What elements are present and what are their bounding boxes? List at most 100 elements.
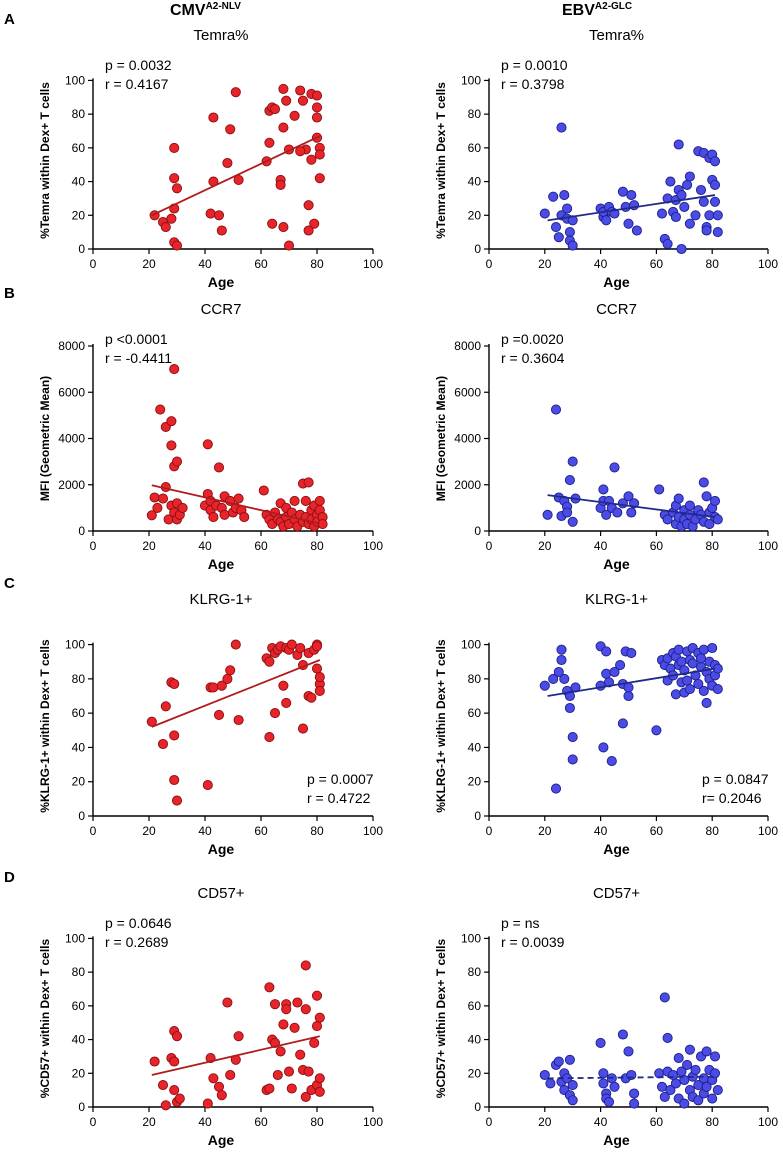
x-tick-label: 80: [310, 824, 324, 838]
y-tick-label: 20: [468, 208, 482, 222]
data-point: [169, 678, 180, 690]
plot-title: KLRG-1+: [190, 591, 253, 608]
y-tick-label: 60: [468, 141, 482, 155]
data-point: [169, 1056, 180, 1067]
data-point: [303, 477, 314, 488]
y-tick-label: 0: [474, 524, 481, 538]
data-point: [709, 495, 721, 506]
panel-letter: D: [4, 869, 15, 886]
y-tick-label: 60: [72, 141, 86, 155]
data-point: [670, 689, 681, 700]
y-tick-label: 20: [72, 775, 86, 789]
data-point: [682, 675, 693, 686]
plot-title: Temra%: [193, 27, 248, 44]
data-point: [603, 1096, 615, 1107]
data-point: [225, 1069, 236, 1081]
data-point: [169, 364, 180, 375]
column-header-ebv-main: EBV: [562, 2, 595, 19]
data-point: [601, 646, 612, 657]
data-point: [704, 210, 715, 221]
data-point: [283, 1066, 295, 1077]
data-point: [709, 179, 721, 190]
data-point: [690, 1064, 701, 1075]
data-point: [202, 780, 213, 791]
r-value-label: r= 0.2046: [702, 790, 762, 806]
data-point: [712, 227, 723, 238]
x-tick-label: 0: [486, 257, 493, 271]
y-tick-label: 80: [468, 965, 482, 979]
data-point: [550, 404, 562, 415]
regression-line: [151, 659, 321, 728]
column-header-cmv-main: CMV: [170, 2, 206, 19]
data-point: [295, 85, 306, 96]
data-point: [626, 507, 637, 518]
x-axis-label: Age: [603, 556, 630, 572]
data-point: [295, 146, 306, 157]
data-point: [567, 754, 578, 765]
y-axis-label: %CD57+ within Dex+ T cells: [434, 938, 448, 1098]
data-point: [693, 1095, 704, 1106]
data-point: [157, 738, 169, 750]
data-point: [269, 708, 281, 719]
data-point: [233, 493, 244, 504]
y-tick-label: 20: [72, 208, 86, 222]
p-value-label: p <0.0001: [105, 331, 168, 347]
data-point: [626, 190, 637, 201]
data-point: [539, 208, 550, 219]
y-tick-label: 40: [72, 175, 86, 189]
data-point: [556, 644, 567, 655]
data-point: [208, 112, 219, 123]
y-tick-label: 60: [72, 999, 86, 1013]
y-tick-label: 6000: [454, 385, 481, 399]
data-point: [303, 200, 314, 211]
r-value-label: r = 0.0039: [501, 934, 565, 950]
scatter-plot-a-cmv: A Temra% 0 20 40 60 80 100 0 20 40 60 80 100 Age %Temra…: [4, 11, 383, 290]
plots-group: A Temra% 0 20 40 60 80 100 0 20 40 60 80 100 Age %Temra…: [4, 11, 778, 1148]
x-tick-label: 100: [363, 1115, 383, 1129]
y-tick-label: 0: [474, 809, 481, 823]
data-point: [693, 678, 704, 690]
y-tick-label: 40: [72, 1033, 86, 1047]
data-point: [157, 1080, 169, 1091]
x-axis-label: Age: [208, 841, 235, 857]
data-point: [567, 1080, 578, 1091]
data-point: [239, 512, 250, 523]
data-point: [306, 154, 317, 165]
data-point: [171, 1031, 183, 1042]
x-tick-label: 40: [198, 824, 212, 838]
data-point: [617, 718, 628, 729]
p-value-label: p = ns: [501, 915, 540, 931]
data-point: [656, 208, 668, 219]
data-point: [311, 990, 323, 1001]
x-tick-label: 60: [650, 1115, 664, 1129]
data-point: [606, 756, 617, 767]
x-tick-label: 0: [90, 539, 97, 553]
y-tick-label: 100: [65, 638, 85, 652]
data-point: [682, 1059, 693, 1070]
plot-title: Temra%: [589, 27, 644, 44]
x-tick-label: 100: [758, 539, 778, 553]
data-point: [712, 1085, 723, 1096]
column-header-cmv: CMVA2-NLV: [170, 1, 241, 19]
data-point: [311, 102, 323, 113]
data-point: [222, 157, 233, 169]
data-point: [698, 644, 709, 655]
x-tick-label: 100: [363, 257, 383, 271]
data-point: [684, 500, 695, 511]
data-point: [665, 176, 676, 187]
data-point: [272, 1069, 283, 1081]
data-point: [309, 218, 320, 229]
data-point: [542, 509, 553, 520]
regression-line: [547, 667, 716, 697]
data-point: [230, 87, 241, 98]
data-point: [659, 1091, 670, 1102]
data-point: [556, 654, 567, 666]
data-point: [567, 516, 578, 527]
data-point: [712, 514, 723, 525]
data-point: [258, 485, 269, 496]
y-tick-label: 40: [468, 740, 482, 754]
data-point: [202, 439, 213, 450]
data-point: [205, 208, 216, 219]
y-tick-label: 0: [78, 809, 85, 823]
scatter-plot-c-cmv: C KLRG-1+ 0 20 40 60 80 100 0 20 40 60 80 100 Age %KLRG…: [4, 575, 383, 857]
